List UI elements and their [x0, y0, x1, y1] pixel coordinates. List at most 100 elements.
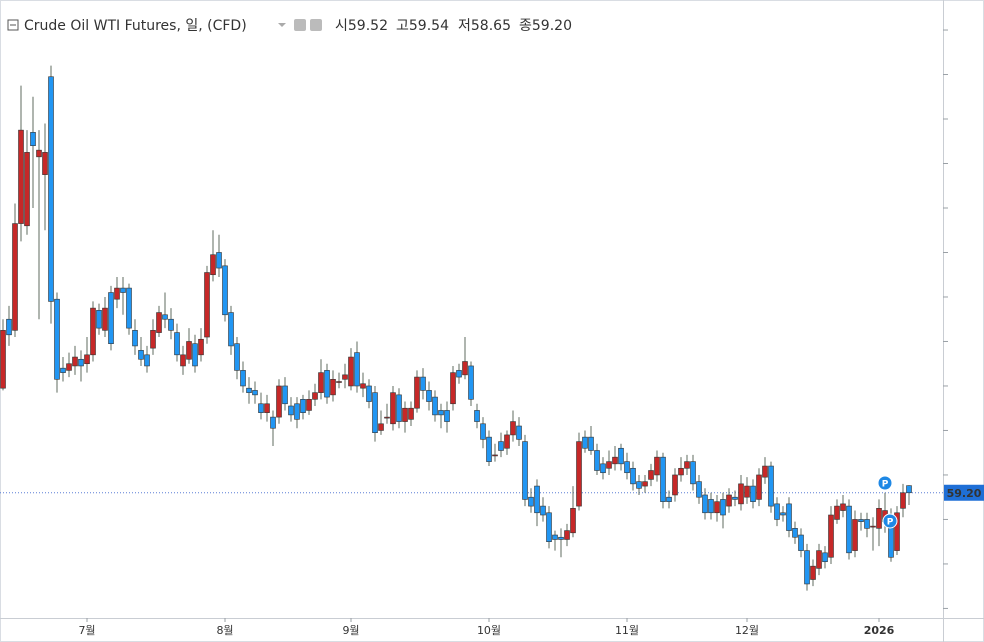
candle-body [372, 392, 378, 433]
candle-body [876, 508, 882, 529]
ohlc-name: 종 [519, 18, 532, 34]
candle-body [126, 287, 132, 329]
candle-body [690, 461, 696, 485]
candle-body [642, 481, 648, 487]
x-tick-label: 8월 [216, 624, 233, 637]
candle-body [330, 378, 336, 396]
candle-body [0, 330, 6, 389]
candle-body [318, 372, 324, 393]
candle-body [906, 485, 912, 494]
candle-body [510, 421, 516, 436]
ohlc-name: 저 [458, 18, 471, 34]
candle-body [96, 310, 102, 329]
candle-body [84, 354, 90, 365]
candle-body [312, 392, 318, 400]
candle-body [474, 410, 480, 422]
candle-body [270, 416, 276, 429]
candle-body [108, 292, 114, 345]
candle-body [258, 403, 264, 413]
ohlc-number: 59.54 [409, 18, 449, 34]
candle-body [408, 407, 414, 420]
candle-body [762, 465, 768, 478]
candle-body [792, 528, 798, 538]
candle-body [660, 456, 666, 502]
candle-body [894, 512, 900, 551]
candle-body [228, 312, 234, 347]
candle-body [846, 505, 852, 554]
candle-body [618, 447, 624, 465]
ohlc-value: 고59.54 [396, 18, 449, 34]
candle-body [204, 272, 210, 338]
candle-body [654, 456, 660, 476]
candle-body [366, 385, 372, 402]
candle-body [582, 436, 588, 449]
candle-body [282, 385, 288, 405]
candle-body [672, 474, 678, 496]
candle-body [402, 407, 408, 422]
candle-body [492, 454, 498, 457]
candle-body [138, 350, 144, 360]
candle-body [24, 152, 30, 227]
candle-body [834, 505, 840, 520]
candle-body [342, 374, 348, 380]
candle-body [384, 416, 390, 419]
candle-body [456, 370, 462, 378]
candle-body [444, 410, 450, 422]
candle-body [816, 550, 822, 569]
candle-body [828, 514, 834, 558]
candle-body [486, 436, 492, 462]
candle-body [30, 132, 36, 147]
x-tick-label: 9월 [342, 624, 359, 637]
candle-body [522, 441, 528, 500]
candle-body [60, 367, 66, 373]
candle-body [222, 265, 228, 316]
candle-body [90, 307, 96, 356]
candle-body [858, 519, 864, 522]
candle-body [234, 343, 240, 371]
candle-body [738, 483, 744, 505]
price-label-box [944, 484, 984, 501]
candle-body [552, 534, 558, 540]
dropdown-arrow[interactable] [278, 23, 286, 27]
ohlc-value: 종59.20 [519, 18, 572, 34]
candle-body [264, 403, 270, 413]
candle-body [648, 470, 654, 480]
candle-body [570, 508, 576, 534]
candle-body [624, 461, 630, 474]
candle-body [162, 314, 168, 320]
eye-icon[interactable] [294, 19, 306, 31]
candle-body [480, 423, 486, 440]
candle-body [498, 441, 504, 451]
candle-body [252, 390, 258, 396]
candle-body [438, 410, 444, 416]
candle-body [666, 496, 672, 502]
ohlc-name: 시 [335, 18, 348, 34]
candle-body [432, 396, 438, 416]
candle-body [468, 365, 474, 400]
candle-body [216, 252, 222, 269]
candle-body [714, 501, 720, 514]
collapse-icon[interactable] [7, 19, 19, 31]
ohlc-value: 시59.52 [335, 18, 388, 34]
candle-body [168, 318, 174, 331]
ohlc-name: 고 [396, 18, 409, 34]
candle-body [852, 519, 858, 551]
candle-body [636, 481, 642, 489]
candle-body [708, 499, 714, 514]
candle-body [870, 525, 876, 528]
annotation-label: P [882, 480, 889, 490]
candle-body [516, 425, 522, 440]
candle-body [612, 456, 618, 465]
price-label: 59.20 [947, 487, 982, 500]
candle-body [804, 550, 810, 585]
candle-body [798, 534, 804, 551]
ohlc-value: 저58.65 [458, 18, 511, 34]
candle-body [606, 461, 612, 469]
candle-body [546, 512, 552, 542]
candle-body [174, 332, 180, 356]
candle-body [198, 338, 204, 356]
candle-body [696, 481, 702, 498]
settings-icon[interactable] [310, 19, 322, 31]
candle-body [414, 376, 420, 409]
